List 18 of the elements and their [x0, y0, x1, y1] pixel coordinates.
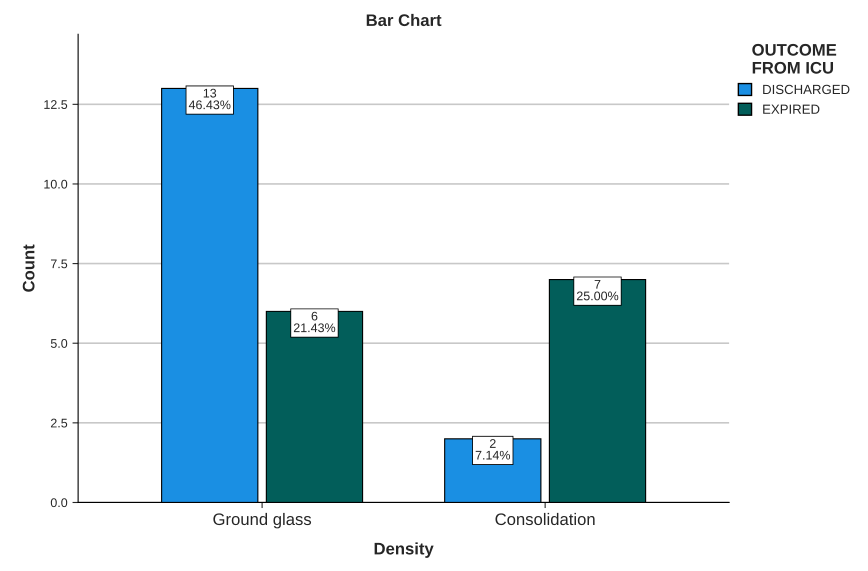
- y-axis-title: Count: [22, 244, 35, 292]
- y-tick-label: 12.5: [44, 100, 68, 109]
- legend-label: DISCHARGED: [763, 84, 850, 94]
- data-label: 13 46.43%: [188, 88, 230, 110]
- y-tick-label: 5.0: [50, 339, 68, 348]
- y-tick-label: 10.0: [44, 180, 68, 189]
- legend-title: OUTCOME FROM ICU: [752, 44, 836, 74]
- x-axis-title: Density: [374, 542, 434, 558]
- data-label: 7 25.00%: [576, 280, 618, 300]
- x-tick-label: Consolidation: [495, 512, 595, 526]
- y-tick-label: 0.0: [50, 498, 68, 508]
- x-tick-label: Ground glass: [213, 512, 312, 528]
- data-label: 6 21.43%: [294, 312, 336, 332]
- chart-title: Bar Chart: [366, 14, 442, 26]
- data-label: 2 7.14%: [476, 439, 510, 460]
- legend-label: EXPIRED: [763, 104, 820, 114]
- y-tick-label: 2.5: [50, 418, 68, 428]
- y-tick-label: 7.5: [50, 260, 68, 268]
